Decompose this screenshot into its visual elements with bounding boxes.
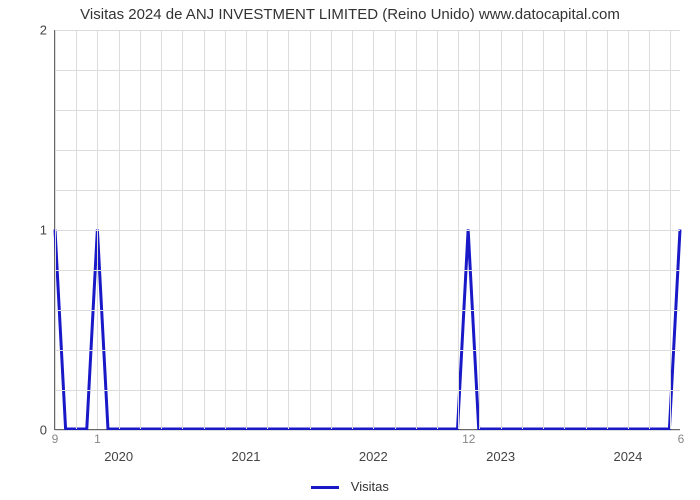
x-point-label: 12 <box>462 432 475 446</box>
gridline-v <box>204 30 205 429</box>
gridline-v <box>331 30 332 429</box>
gridline-v <box>246 30 247 429</box>
x-year-label: 2020 <box>104 449 133 464</box>
gridline-v <box>161 30 162 429</box>
gridline-v <box>288 30 289 429</box>
x-point-label: 6 <box>678 432 685 446</box>
gridline-v <box>55 30 56 429</box>
gridline-v <box>395 30 396 429</box>
x-point-label: 1 <box>94 432 101 446</box>
chart-title: Visitas 2024 de ANJ INVESTMENT LIMITED (… <box>0 6 700 23</box>
gridline-v <box>97 30 98 429</box>
y-tick-label: 1 <box>40 223 47 238</box>
gridline-v <box>182 30 183 429</box>
gridline-v <box>352 30 353 429</box>
gridline-v <box>310 30 311 429</box>
gridline-v <box>267 30 268 429</box>
plot-area: 0122020202120222023202491126 <box>54 30 680 430</box>
gridline-h <box>55 430 680 431</box>
legend-label: Visitas <box>351 479 389 494</box>
gridline-v <box>119 30 120 429</box>
gridline-v <box>586 30 587 429</box>
gridline-v <box>140 30 141 429</box>
x-point-label: 9 <box>52 432 59 446</box>
x-year-label: 2023 <box>486 449 515 464</box>
legend: Visitas <box>0 479 700 494</box>
x-year-label: 2021 <box>232 449 261 464</box>
gridline-v <box>416 30 417 429</box>
gridline-v <box>564 30 565 429</box>
x-year-label: 2024 <box>613 449 642 464</box>
gridline-v <box>543 30 544 429</box>
gridline-v <box>458 30 459 429</box>
gridline-v <box>670 30 671 429</box>
gridline-v <box>76 30 77 429</box>
gridline-v <box>479 30 480 429</box>
gridline-v <box>373 30 374 429</box>
gridline-v <box>437 30 438 429</box>
legend-swatch <box>311 486 339 489</box>
gridline-v <box>225 30 226 429</box>
gridline-v <box>607 30 608 429</box>
gridline-v <box>649 30 650 429</box>
chart-container: Visitas 2024 de ANJ INVESTMENT LIMITED (… <box>0 0 700 500</box>
x-year-label: 2022 <box>359 449 388 464</box>
gridline-v <box>522 30 523 429</box>
gridline-v <box>628 30 629 429</box>
y-tick-label: 2 <box>40 23 47 38</box>
y-tick-label: 0 <box>40 423 47 438</box>
gridline-v <box>501 30 502 429</box>
